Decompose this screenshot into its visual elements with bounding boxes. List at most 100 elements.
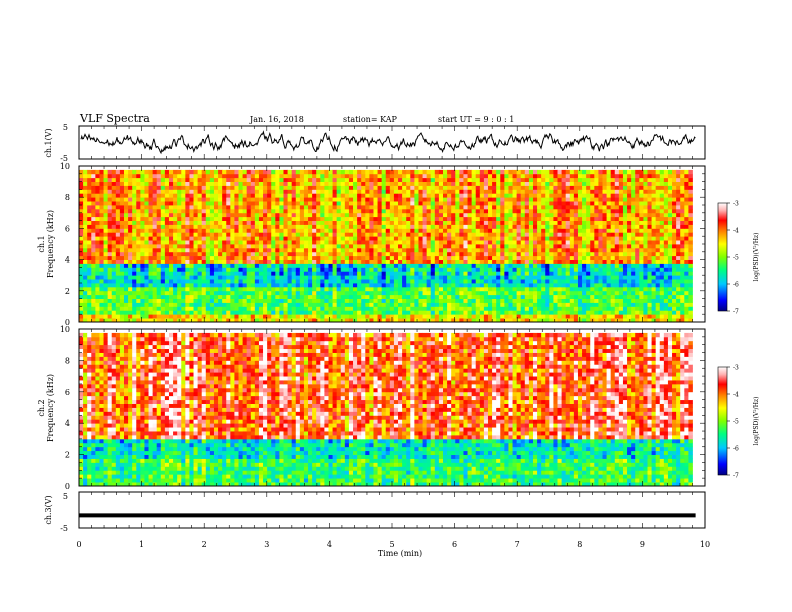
spectrogram-cell [639,201,644,206]
spectrogram-cell [496,205,501,210]
spectrogram-cell [385,244,391,249]
spectrogram-cell [672,318,677,323]
spectrogram-cell [336,224,342,229]
spectrogram-cell [418,208,423,214]
spectrogram-cell [140,310,145,315]
spectrogram-cell [504,244,509,249]
spectrogram-cell [528,251,534,257]
spectrogram-cell [242,263,248,268]
spectrogram-cell [577,294,583,299]
spectrogram-cell [475,267,481,272]
spectrogram-cell [144,236,149,241]
spectrogram-cell [119,310,125,315]
spectrogram-cell [680,251,685,257]
spectrogram-cell [324,193,329,198]
spectrogram-cell [684,275,689,280]
spectrogram-cell [320,197,325,202]
spectrogram-cell [393,228,399,233]
spectrogram-cell [336,286,342,292]
spectrogram-cell [545,310,550,315]
spectrogram-cell [193,205,199,210]
spectrogram-cell [373,263,378,268]
spectrogram-cell [332,294,338,299]
spectrogram-cell [565,267,571,272]
spectrogram-cell [573,286,579,292]
spectrogram-cell [152,216,158,221]
spectrogram-cell [500,263,505,268]
spectrogram-cell [582,220,587,225]
spectrogram-cell [160,216,166,221]
spectrogram-cell [168,259,174,264]
spectrogram-cell [520,197,526,202]
spectrogram-cell [385,255,391,260]
spectrogram-cell [557,318,562,323]
spectrogram-cell [365,193,370,198]
spectrogram-cell [569,208,575,214]
spectrogram-cell [590,216,595,221]
spectrogram-cell [185,306,190,311]
spectrogram-cell [398,236,403,241]
spectrogram-cell [218,236,223,241]
spectrogram-cell [492,302,497,307]
spectrogram-cell [213,189,219,194]
spectrogram-cell [549,236,554,241]
spectrogram-cell [684,247,689,253]
spectrogram-cell [471,294,477,299]
spectrogram-cell [680,197,685,202]
spectrogram-cell [635,290,640,296]
spectrogram-cell [365,220,370,225]
spectrogram-cell [545,279,550,284]
spectrogram-cell [357,310,362,315]
spectrogram-cell [123,286,129,292]
spectrogram-cell [299,251,305,257]
spectrogram-cell [512,255,518,260]
spectrogram-cell [189,224,194,229]
spectrogram-cell [406,220,411,225]
spectrogram-cell [246,275,252,280]
spectrogram-cell [144,302,149,307]
spectrogram-cell [541,290,546,296]
spectrogram-cell [168,189,174,194]
spectrogram-cell [258,212,264,218]
spectrogram-cell [164,290,170,296]
spectrogram-cell [655,275,661,280]
spectrogram-cell [463,275,468,280]
spectrogram-cell [205,290,211,296]
spectrogram-cell [299,201,305,206]
spectrogram-cell [377,294,383,299]
spectrogram-cell [651,236,657,241]
spectrogram-cell [242,314,248,319]
spectrogram-cell [520,216,526,221]
spectrogram-cell [242,216,248,221]
spectrogram-cell [226,302,231,307]
spectrogram-cell [672,205,677,210]
spectrogram-cell [627,275,632,280]
spectrogram-cell [291,275,297,280]
spectrogram-cell [545,216,550,221]
spectrogram-cell [549,302,554,307]
spectrogram-cell [328,193,333,198]
spectrogram-cell [316,255,321,260]
spectrogram-cell [504,318,509,323]
spectrogram-cell [164,302,170,307]
spectrogram-cell [569,236,575,241]
spectrogram-cell [398,208,403,214]
spectrogram-cell [512,240,518,245]
spectrogram-cell [181,247,186,253]
spectrogram-cell [410,294,415,299]
spectrogram-cell [655,236,661,241]
spectrogram-cell [492,259,497,264]
spectrogram-cell [148,275,154,280]
spectrogram-cell [463,240,468,245]
spectrogram-cell [537,263,542,268]
spectrogram-cell [144,189,149,194]
spectrogram-cell [340,216,346,221]
spectrogram-cell [594,193,599,198]
spectrogram-cell [492,279,497,284]
spectrogram-cell [226,318,231,323]
spectrogram-cell [635,228,640,233]
spectrogram-cell [406,275,411,280]
spectrogram-cell [385,247,391,253]
spectrogram-cell [263,271,268,276]
spectrogram-cell [353,232,358,237]
